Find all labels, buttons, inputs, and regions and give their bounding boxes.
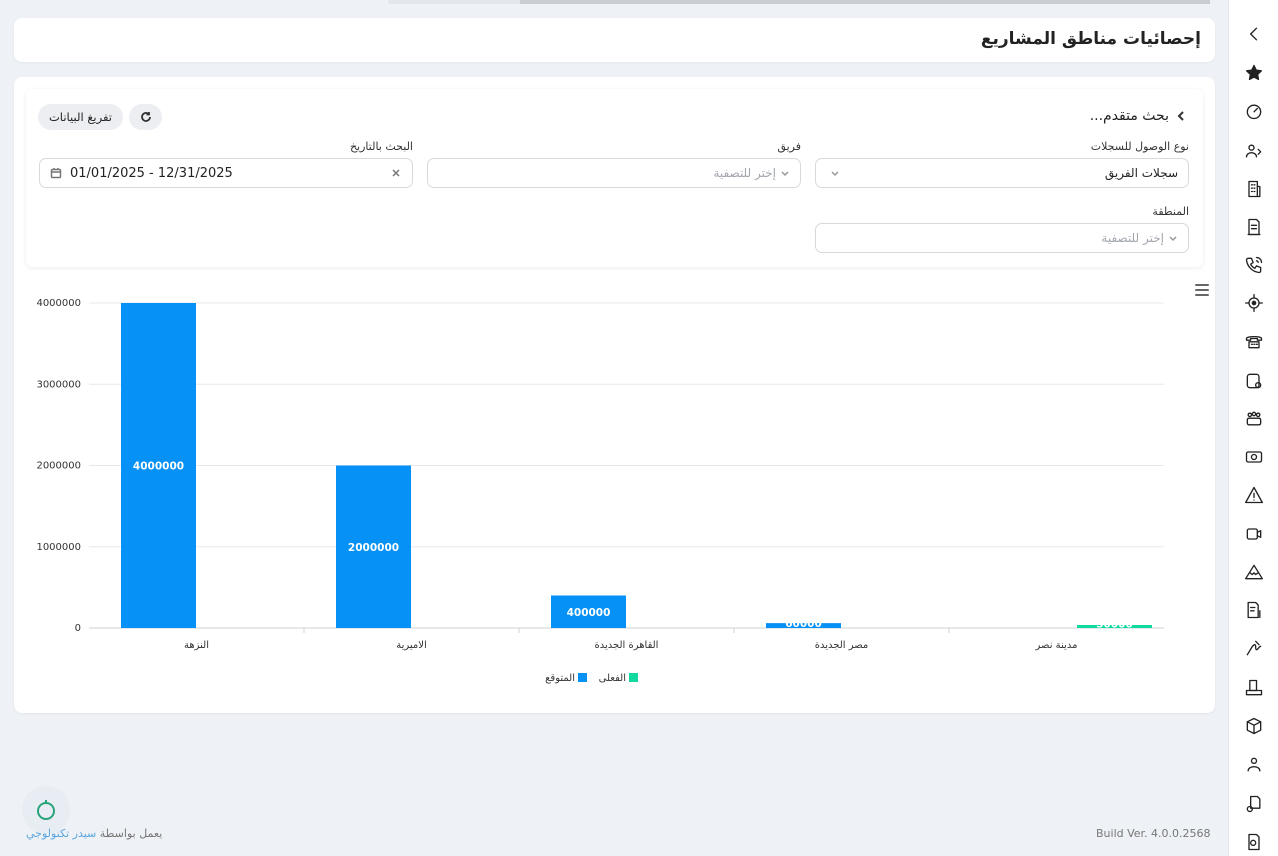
legend-label: الفعلى bbox=[599, 673, 626, 684]
date-search-label: البحث بالتاريخ bbox=[349, 140, 413, 153]
access-type-select[interactable]: سجلات الفريق bbox=[815, 158, 1189, 188]
build-version: Build Ver. 4.0.0.2568 bbox=[1096, 827, 1211, 840]
contract-icon[interactable] bbox=[1242, 215, 1266, 239]
team-label: فريق bbox=[777, 140, 801, 153]
money-icon[interactable] bbox=[1242, 445, 1266, 469]
date-range-value: 01/01/2025 - 12/31/2025 bbox=[70, 165, 233, 181]
data-label: 2000000 bbox=[348, 542, 399, 554]
timer-icon bbox=[37, 800, 55, 820]
team-select[interactable]: إختر للتصفية bbox=[427, 158, 801, 188]
y-tick-label: 0 bbox=[75, 623, 81, 634]
x-tick-label: مدينة نصر bbox=[1035, 640, 1078, 651]
add-document-icon[interactable] bbox=[1242, 792, 1266, 816]
user-location-icon[interactable] bbox=[1242, 753, 1266, 777]
invoice-dollar-icon[interactable] bbox=[1242, 598, 1266, 622]
y-tick-label: 4000000 bbox=[36, 298, 81, 309]
filters-panel: بحث متقدم... تفريغ البيانات نوع الوصول ل… bbox=[26, 89, 1203, 267]
dashboard-gauge-icon[interactable] bbox=[1242, 99, 1266, 123]
phone-call-icon[interactable] bbox=[1242, 253, 1266, 277]
clear-data-button[interactable]: تفريغ البيانات bbox=[38, 104, 123, 130]
top-scroll-indicator bbox=[388, 0, 1210, 4]
data-label: 4000000 bbox=[133, 461, 184, 473]
chevron-down-icon bbox=[781, 171, 789, 177]
data-label: 60000 bbox=[785, 618, 822, 630]
assistant-fab[interactable] bbox=[22, 786, 70, 834]
powered-by: يعمل بواسطة سيدر تكنولوجي bbox=[26, 827, 162, 840]
location-target-icon[interactable] bbox=[1242, 291, 1266, 315]
x-tick-label: مصر الجديدة bbox=[815, 640, 869, 651]
brand-link[interactable]: سيدر تكنولوجي bbox=[26, 827, 97, 840]
chevron-left-icon[interactable] bbox=[1242, 22, 1266, 46]
legend-label: المتوقع bbox=[545, 673, 575, 684]
y-tick-label: 1000000 bbox=[36, 542, 81, 553]
bar-expected bbox=[336, 465, 411, 628]
signature-icon[interactable] bbox=[1242, 636, 1266, 660]
legend-swatch bbox=[578, 673, 587, 682]
side-rail bbox=[1228, 0, 1278, 856]
mountain-icon[interactable] bbox=[1242, 560, 1266, 584]
advanced-search-toggle[interactable]: بحث متقدم... bbox=[1090, 108, 1187, 124]
advanced-search-label: بحث متقدم... bbox=[1089, 108, 1169, 124]
users-switch-icon[interactable] bbox=[1242, 139, 1266, 163]
legend-swatch bbox=[629, 673, 638, 682]
region-select[interactable]: إختر للتصفية bbox=[815, 223, 1189, 253]
document-search-icon[interactable] bbox=[1242, 830, 1266, 854]
date-range-input[interactable]: 01/01/2025 - 12/31/2025 bbox=[39, 158, 413, 188]
region-label: المنطقة bbox=[1152, 205, 1189, 218]
access-type-label: نوع الوصول للسجلات bbox=[1090, 140, 1189, 153]
team-placeholder: إختر للتصفية bbox=[713, 166, 776, 180]
package-icon[interactable] bbox=[1242, 714, 1266, 738]
refresh-button[interactable] bbox=[129, 104, 162, 130]
bar-expected bbox=[766, 623, 841, 628]
data-label: 400000 bbox=[567, 607, 611, 619]
page-title: إحصائيات مناطق المشاريع bbox=[980, 29, 1201, 49]
chevron-down-icon bbox=[1169, 236, 1177, 242]
y-tick-label: 2000000 bbox=[36, 461, 81, 472]
close-icon[interactable] bbox=[390, 167, 402, 179]
team-icon[interactable] bbox=[1242, 407, 1266, 431]
bar-expected bbox=[121, 303, 196, 628]
delivery-doc-icon[interactable] bbox=[1242, 676, 1266, 700]
refresh-icon bbox=[140, 112, 151, 122]
access-type-value: سجلات الفريق bbox=[1104, 166, 1178, 180]
bar-actual bbox=[1077, 625, 1152, 628]
x-tick-label: الاميرية bbox=[396, 640, 427, 651]
powered-by-text: يعمل بواسطة bbox=[99, 827, 163, 840]
video-icon[interactable] bbox=[1242, 522, 1266, 546]
chevron-down-icon bbox=[831, 171, 839, 177]
chart-container: 0 1000000 2000000 3000000 4000000 النزهة 40000… bbox=[14, 277, 1215, 697]
calendar-icon bbox=[50, 168, 62, 179]
data-label: 30000 bbox=[1096, 619, 1133, 631]
warning-icon[interactable] bbox=[1242, 483, 1266, 507]
database-settings-icon[interactable] bbox=[1242, 369, 1266, 393]
y-tick-label: 3000000 bbox=[36, 379, 81, 390]
star-icon[interactable] bbox=[1242, 61, 1266, 85]
chart-menu-icon[interactable] bbox=[1195, 284, 1209, 296]
telephone-icon[interactable] bbox=[1242, 329, 1266, 353]
x-tick-label: النزهة bbox=[184, 640, 209, 651]
bar-chart: 0 1000000 2000000 3000000 4000000 النزهة 40000… bbox=[36, 298, 1164, 684]
x-tick-label: القاهرة الجديدة bbox=[595, 640, 659, 651]
building-icon[interactable] bbox=[1242, 177, 1266, 201]
region-placeholder: إختر للتصفية bbox=[1101, 231, 1164, 245]
chevron-left-icon bbox=[1177, 111, 1184, 121]
page-header: إحصائيات مناطق المشاريع bbox=[14, 18, 1215, 62]
main-panel: بحث متقدم... تفريغ البيانات نوع الوصول ل… bbox=[14, 77, 1215, 713]
bar-expected bbox=[551, 595, 626, 628]
